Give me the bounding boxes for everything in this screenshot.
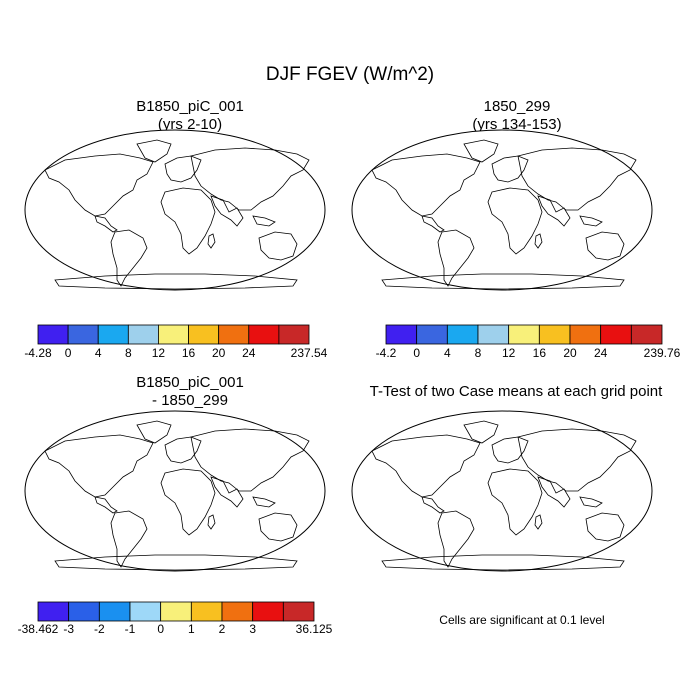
colorbar-1-swatch <box>158 324 189 345</box>
colorbar-2-swatch <box>508 324 540 345</box>
colorbar-3-tick-label: 1 <box>188 622 195 636</box>
colorbar-2-tick-label: 239.76 <box>644 346 681 360</box>
colorbar-1: -4.28 0 4 8 12 16 20 24 237.54 <box>24 324 328 360</box>
colorbar-2-swatch <box>569 324 602 345</box>
panel-1-title-line1: B1850_piC_001 <box>136 98 244 115</box>
panel-3-title-line2: - 1850_299 <box>152 392 228 409</box>
colorbar-3: -38.462 -3 -2 -1 0 1 2 3 36.125 <box>18 601 333 636</box>
colorbar-3-swatch <box>190 601 223 622</box>
panel-4-title-line1: T-Test of two Case means at each grid po… <box>369 383 663 400</box>
colorbar-2-swatch <box>630 324 663 345</box>
colorbar-3-tick-label: 2 <box>219 622 226 636</box>
panel-2-map-frame <box>351 129 653 291</box>
colorbar-2-tick-label: 0 <box>413 346 420 360</box>
colorbar-1-swatch <box>37 324 69 345</box>
colorbar-2-tick-label: 20 <box>563 346 577 360</box>
panel-2-map <box>351 129 653 291</box>
panel-3-title: B1850_piC_001 - 1850_299 <box>25 374 355 410</box>
colorbar-1-swatch <box>127 324 159 345</box>
colorbar-2-tick-label: 4 <box>444 346 451 360</box>
colorbar-3-tick-label: -3 <box>63 622 74 636</box>
panel-2-title-line2: (yrs 134-153) <box>472 116 562 133</box>
panel-1-map-frame <box>24 129 326 291</box>
colorbar-2-tick-label: -4.2 <box>376 346 397 360</box>
colorbar-3-tick-label: -2 <box>94 622 105 636</box>
colorbar-1-tick-label: 20 <box>212 346 226 360</box>
colorbar-1-swatch <box>67 324 99 345</box>
panel-4-map-frame <box>351 410 653 572</box>
colorbar-1-swatch <box>218 324 250 345</box>
colorbar-3-swatch <box>252 601 284 622</box>
colorbar-2-swatch <box>600 324 632 345</box>
colorbar-1-tick-label: -4.28 <box>24 346 52 360</box>
colorbar-1-tick-label: 24 <box>242 346 256 360</box>
colorbar-1-swatch <box>248 324 280 345</box>
colorbar-3-swatch <box>221 601 254 622</box>
colorbar-3-swatch <box>282 601 315 622</box>
colorbar-3-tick-label: -38.462 <box>18 622 59 636</box>
panel-4-title: T-Test of two Case means at each grid po… <box>346 383 686 401</box>
colorbar-3-swatch <box>98 601 131 622</box>
colorbar-2-tick-label: 16 <box>533 346 547 360</box>
panel-4-map <box>351 410 653 572</box>
colorbar-3-tick-label: 3 <box>249 622 256 636</box>
panel-3-title-line1: B1850_piC_001 <box>136 374 244 391</box>
panel-2-title: 1850_299 (yrs 134-153) <box>352 98 682 134</box>
significance-note: Cells are significant at 0.1 level <box>439 613 605 627</box>
colorbar-1-tick-label: 12 <box>152 346 166 360</box>
panel-1-title-line2: (yrs 2-10) <box>157 116 223 133</box>
colorbar-3-tick-label: 0 <box>157 622 164 636</box>
colorbar-3-swatch <box>37 601 70 622</box>
colorbar-2-tick-label: 8 <box>475 346 482 360</box>
panel-3-map <box>24 410 326 572</box>
colorbar-1-tick-label: 4 <box>95 346 102 360</box>
colorbar-2-tick-label: 24 <box>594 346 608 360</box>
colorbar-2-swatch <box>446 324 479 345</box>
colorbar-3-tick-label: 36.125 <box>296 622 333 636</box>
colorbar-3-tick-label: -1 <box>125 622 136 636</box>
colorbar-1-tick-label: 237.54 <box>291 346 328 360</box>
colorbar-1-tick-label: 8 <box>125 346 132 360</box>
colorbar-1-swatch <box>278 324 310 345</box>
colorbar-1-tick-label: 0 <box>65 346 72 360</box>
colorbar-3-swatch <box>160 601 192 622</box>
main-title: DJF FGEV (W/m^2) <box>265 64 435 85</box>
panel-3-map-frame <box>24 410 326 572</box>
colorbar-3-swatch <box>129 601 162 622</box>
colorbar-3-swatch <box>68 601 100 622</box>
colorbar-2: -4.2 0 4 8 12 16 20 24 239.76 <box>376 324 681 360</box>
colorbar-1-swatch <box>97 324 129 345</box>
colorbar-2-tick-label: 12 <box>502 346 516 360</box>
colorbar-1-tick-label: 16 <box>182 346 196 360</box>
colorbar-2-swatch <box>416 324 448 345</box>
panel-2-title-line1: 1850_299 <box>483 98 551 115</box>
colorbar-1-swatch <box>188 324 220 345</box>
colorbar-2-swatch <box>477 324 510 345</box>
colorbar-2-swatch <box>538 324 571 345</box>
panel-1-map <box>24 129 326 291</box>
panel-1-title: B1850_piC_001 (yrs 2-10) <box>25 98 355 134</box>
colorbar-2-swatch <box>385 324 418 345</box>
